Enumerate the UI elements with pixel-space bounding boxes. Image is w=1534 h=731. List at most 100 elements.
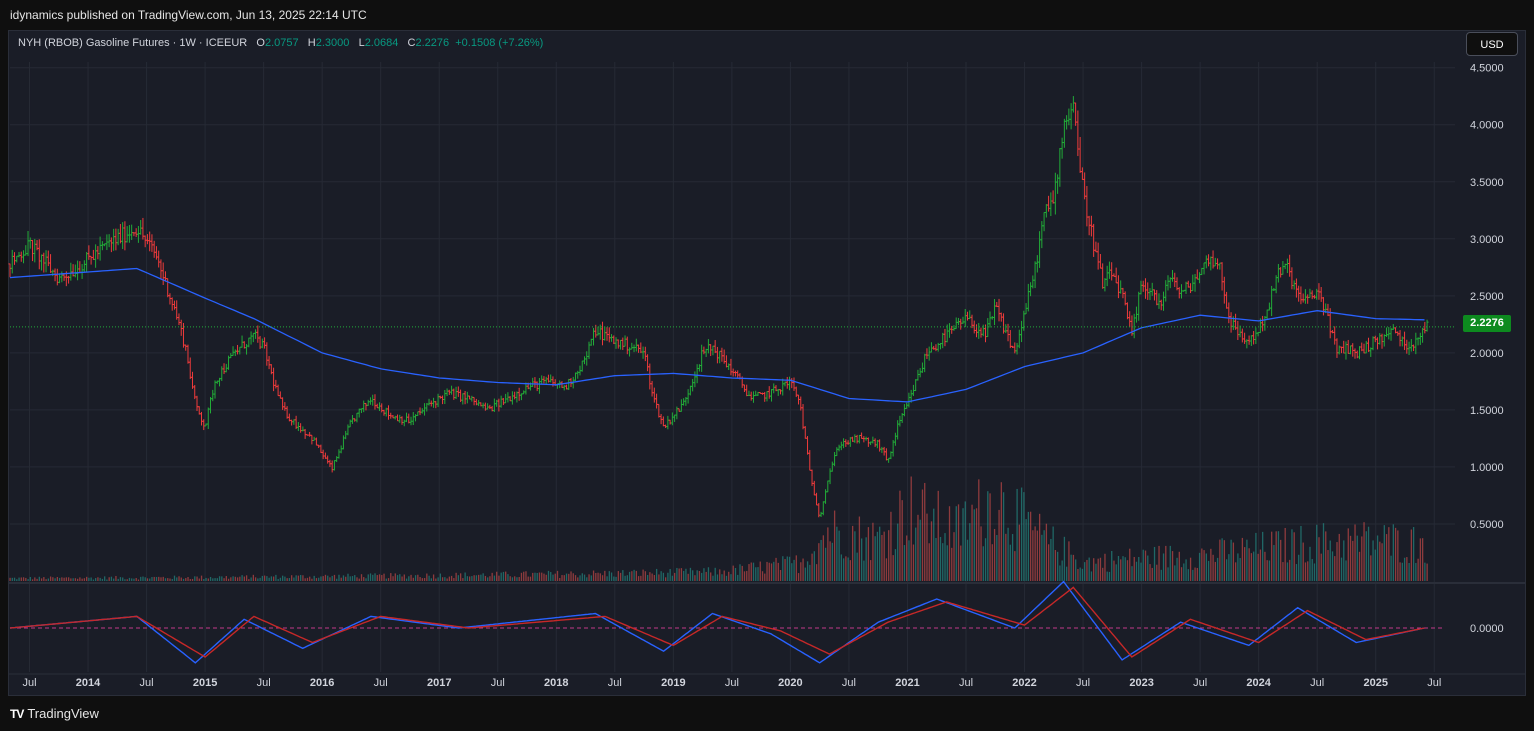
- ohlc-bar: [632, 344, 636, 353]
- ohlc-bar: [1249, 335, 1253, 346]
- volume-bar: [295, 575, 297, 581]
- ohlc-bar: [1371, 336, 1375, 351]
- volume-bar: [761, 571, 764, 581]
- ohlc-bar: [607, 327, 611, 343]
- ohlc-bar: [961, 316, 965, 324]
- ohlc-bar: [13, 252, 17, 265]
- volume-series: [9, 476, 1428, 581]
- ohlc-bar: [1026, 283, 1030, 312]
- volume-bar: [218, 576, 221, 581]
- ohlc-bar: [299, 423, 303, 433]
- ohlc-bar: [934, 344, 938, 352]
- ohlc-bar: [700, 344, 704, 372]
- ohlc-bar: [537, 377, 541, 394]
- volume-bar: [1370, 555, 1372, 581]
- ohlc-bar: [1310, 290, 1314, 300]
- volume-bar: [824, 547, 827, 581]
- volume-bar: [784, 559, 786, 581]
- volume-bar: [70, 578, 72, 581]
- volume-bar: [739, 564, 741, 581]
- volume-bar: [313, 575, 315, 581]
- tradingview-brand[interactable]: TV TradingView: [10, 706, 99, 721]
- ohlc-bar: [1425, 319, 1429, 332]
- volume-bar: [1309, 546, 1311, 581]
- ohlc-bar: [979, 327, 983, 338]
- ohlc-bar: [1148, 288, 1152, 301]
- volume-bar: [327, 575, 329, 581]
- volume-bar: [439, 573, 442, 581]
- volume-bar: [63, 577, 65, 581]
- ohlc-bar: [265, 342, 269, 366]
- volume-bar: [1070, 554, 1072, 581]
- volume-bar: [692, 570, 694, 581]
- ohlc-bar: [1270, 285, 1274, 317]
- volume-bar: [946, 545, 948, 581]
- volume-bar: [423, 578, 426, 581]
- volume-bar: [660, 571, 662, 581]
- ohlc-bar: [923, 353, 927, 373]
- volume-bar: [1390, 555, 1392, 581]
- volume-bar: [646, 575, 649, 581]
- volume-bar: [658, 574, 660, 581]
- ohlc-bar: [1096, 242, 1100, 270]
- ohlc-bar: [1315, 288, 1319, 300]
- ohlc-bar: [986, 318, 990, 338]
- volume-bar: [649, 572, 651, 581]
- currency-button[interactable]: USD: [1466, 32, 1518, 56]
- volume-bar: [1340, 557, 1343, 581]
- chart-panel[interactable]: [8, 30, 1526, 696]
- volume-bar: [829, 541, 831, 581]
- volume-bar: [1106, 571, 1108, 581]
- volume-bar: [1158, 545, 1160, 581]
- volume-bar: [836, 526, 838, 581]
- volume-bar: [1424, 562, 1426, 581]
- ohlc-bar: [1171, 270, 1175, 282]
- ohlc-bar: [314, 437, 318, 446]
- volume-bar: [1349, 535, 1352, 581]
- volume-bar: [1041, 534, 1043, 581]
- volume-bar: [124, 579, 126, 581]
- volume-bar: [908, 540, 910, 581]
- ohlc-bar: [206, 407, 210, 430]
- volume-bar: [615, 576, 617, 581]
- volume-bar: [336, 578, 338, 581]
- low-value: 2.0684: [364, 37, 399, 49]
- volume-bar: [678, 568, 680, 581]
- volume-bar: [1331, 551, 1334, 581]
- volume-bar: [342, 575, 345, 581]
- volume-bar: [933, 508, 935, 581]
- ohlc-bar: [580, 360, 584, 372]
- volume-bar: [1230, 539, 1232, 581]
- volume-bar: [40, 578, 43, 581]
- volume-bar: [748, 564, 750, 581]
- volume-bar: [279, 577, 282, 581]
- ohlc-bar: [348, 419, 352, 428]
- ohlc-bar: [510, 391, 514, 405]
- ohlc-bar: [603, 326, 607, 341]
- ohlc-bar: [17, 251, 21, 258]
- volume-bar: [613, 576, 615, 581]
- ohlc-bar: [688, 385, 692, 396]
- price-axis-label: 2.5000: [1470, 291, 1504, 303]
- ohlc-bar: [154, 246, 158, 260]
- volume-bar: [38, 576, 40, 581]
- volume-bar: [804, 567, 806, 581]
- ohlc-bar: [772, 383, 776, 394]
- ohlc-bar: [549, 374, 553, 383]
- volume-bar: [676, 567, 678, 581]
- volume-bar: [998, 509, 1000, 581]
- ohlc-bar: [993, 299, 997, 326]
- volume-bar: [340, 577, 342, 581]
- ohlc-bar: [623, 335, 627, 347]
- ohlc-bar: [1207, 254, 1211, 267]
- volume-bar: [90, 577, 92, 581]
- ohlc-bar: [1229, 312, 1233, 333]
- volume-bar: [791, 563, 793, 581]
- volume-bar: [31, 579, 34, 581]
- volume-bar: [261, 575, 264, 581]
- ohlc-bar: [587, 341, 591, 359]
- volume-bar: [155, 576, 158, 581]
- volume-bar: [171, 579, 173, 581]
- volume-bar: [951, 547, 953, 581]
